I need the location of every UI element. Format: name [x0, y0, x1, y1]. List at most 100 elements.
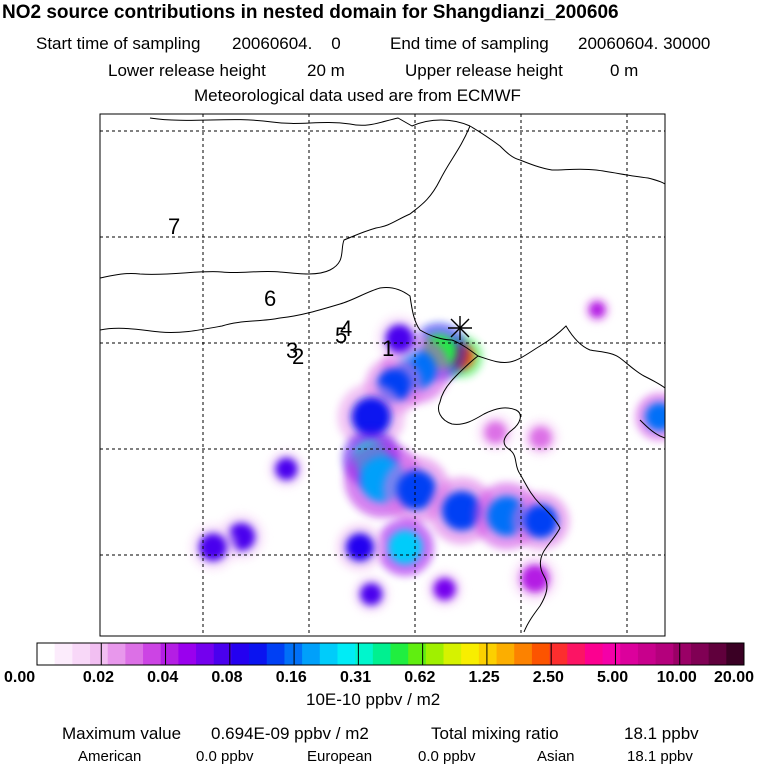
- coastline: [100, 117, 665, 633]
- lat-lon-grid: [100, 114, 665, 636]
- colorbar-cell: [655, 643, 674, 665]
- concentration-blob: [484, 421, 507, 444]
- colorbar-cell: [355, 643, 374, 665]
- colorbar-cell: [160, 643, 179, 665]
- colorbar-cell: [567, 643, 586, 665]
- met-data-line: Meteorological data used are from ECMWF: [194, 86, 521, 105]
- colorbar-cell: [337, 643, 356, 665]
- colorbar-tick-label: 0.02: [82, 669, 114, 686]
- colorbar-cell: [302, 643, 321, 665]
- concentration-blob: [351, 396, 391, 437]
- colorbar-cell: [443, 643, 462, 665]
- colorbar-tick-label: 5.00: [597, 669, 629, 686]
- colorbar-cell: [372, 643, 391, 665]
- max-value-label: Maximum value: [62, 724, 182, 743]
- european-label: European: [307, 748, 373, 765]
- colorbar-cell: [196, 643, 215, 665]
- colorbar-cell: [726, 643, 745, 665]
- colorbar-ticks: [36, 643, 745, 665]
- trajectory-labels: 7 6 5 4 3 2 1: [168, 214, 394, 369]
- total-mixing-value: 18.1 ppbv: [624, 724, 699, 743]
- map-label-2: 2: [292, 344, 304, 369]
- colorbar-tick-label: 0.16: [275, 669, 307, 686]
- asian-value: 18.1 ppbv: [627, 748, 693, 765]
- start-time-label: Start time of sampling: [36, 34, 201, 53]
- colorbar-cell: [90, 643, 109, 665]
- colorbar-tick-label: 20.00: [714, 669, 755, 686]
- asian-label: Asian: [537, 748, 575, 765]
- max-value: 0.694E-09 ppbv / m2: [211, 724, 369, 743]
- colorbar-tick-label: 0.00: [4, 669, 36, 686]
- colorbar-cell: [602, 643, 621, 665]
- concentration-blob: [396, 470, 437, 510]
- colorbar-cell: [620, 643, 639, 665]
- colorbar-cell: [249, 643, 268, 665]
- colorbar-cell: [478, 643, 498, 665]
- colorbar-cell: [690, 643, 710, 665]
- concentration-blob: [529, 426, 552, 449]
- colorbar-tick-label: 0.62: [404, 669, 436, 686]
- receptor-star-icon: [448, 316, 472, 340]
- colorbar-cell: [284, 643, 303, 665]
- american-value: 0.0 ppbv: [196, 748, 254, 765]
- map-label-4: 4: [340, 316, 352, 341]
- colorbar-cell: [461, 643, 480, 665]
- colorbar-cell: [125, 643, 144, 665]
- colorbar-cell: [425, 643, 445, 665]
- concentration-blob: [433, 577, 456, 601]
- concentration-field: [188, 295, 665, 614]
- colorbar-cell: [319, 643, 338, 665]
- concentration-blob: [275, 457, 298, 481]
- colorbar-cell: [231, 643, 250, 665]
- colorbar-tick-label: 1.25: [468, 669, 500, 686]
- european-value: 0.0 ppbv: [418, 748, 476, 765]
- colorbar-cell: [549, 643, 568, 665]
- concentration-blob: [441, 490, 482, 531]
- colorbar-cell: [37, 643, 56, 665]
- colorbar-cell: [213, 643, 232, 665]
- lower-release-label: Lower release height: [108, 61, 266, 80]
- end-time-label: End time of sampling: [390, 34, 549, 53]
- colorbar-cell: [708, 643, 727, 665]
- colorbar-cell: [531, 643, 551, 665]
- colorbar-cell: [496, 643, 515, 665]
- colorbar-tick-label: 0.08: [211, 669, 243, 686]
- colorbar-cell: [408, 643, 427, 665]
- lower-release-value: 20 m: [307, 61, 345, 80]
- chart-title: NO2 source contributions in nested domai…: [2, 2, 619, 23]
- end-time-value: 20060604. 30000: [578, 34, 711, 53]
- concentration-blob: [388, 530, 423, 565]
- map-label-3: 3: [286, 338, 298, 363]
- start-time-value: 20060604. 0: [232, 34, 341, 53]
- colorbar-cell: [143, 643, 162, 665]
- colorbar-tick-label: 0.04: [147, 669, 179, 686]
- concentration-blob: [198, 533, 228, 562]
- total-mixing-label: Total mixing ratio: [431, 724, 559, 743]
- colorbar-cell: [390, 643, 409, 665]
- colorbar-tick-label: 2.50: [532, 669, 564, 686]
- colorbar-tick-label: 10.00: [656, 669, 697, 686]
- colorbar-cell: [673, 643, 692, 665]
- upper-release-label: Upper release height: [405, 61, 563, 80]
- colorbar-cell: [72, 643, 91, 665]
- colorbar: [37, 643, 745, 665]
- unit-label: 10E-10 ppbv / m2: [306, 690, 441, 709]
- concentration-blob: [588, 301, 606, 319]
- map-label-7: 7: [168, 214, 180, 239]
- map-frame: [99, 113, 666, 637]
- colorbar-cell: [514, 643, 533, 665]
- colorbar-cell: [54, 643, 73, 665]
- map-label-6: 6: [264, 286, 276, 311]
- colorbar-cell: [266, 643, 285, 665]
- upper-release-value: 0 m: [610, 61, 639, 80]
- concentration-blob: [645, 402, 665, 431]
- colorbar-cell: [107, 643, 126, 665]
- colorbar-tick-label: 0.31: [339, 669, 372, 686]
- map-label-5: 5: [335, 323, 347, 348]
- american-label: American: [78, 748, 142, 765]
- concentration-blob: [385, 324, 414, 353]
- concentration-blob: [359, 582, 383, 606]
- colorbar-cell: [637, 643, 657, 665]
- concentration-blob: [523, 504, 558, 539]
